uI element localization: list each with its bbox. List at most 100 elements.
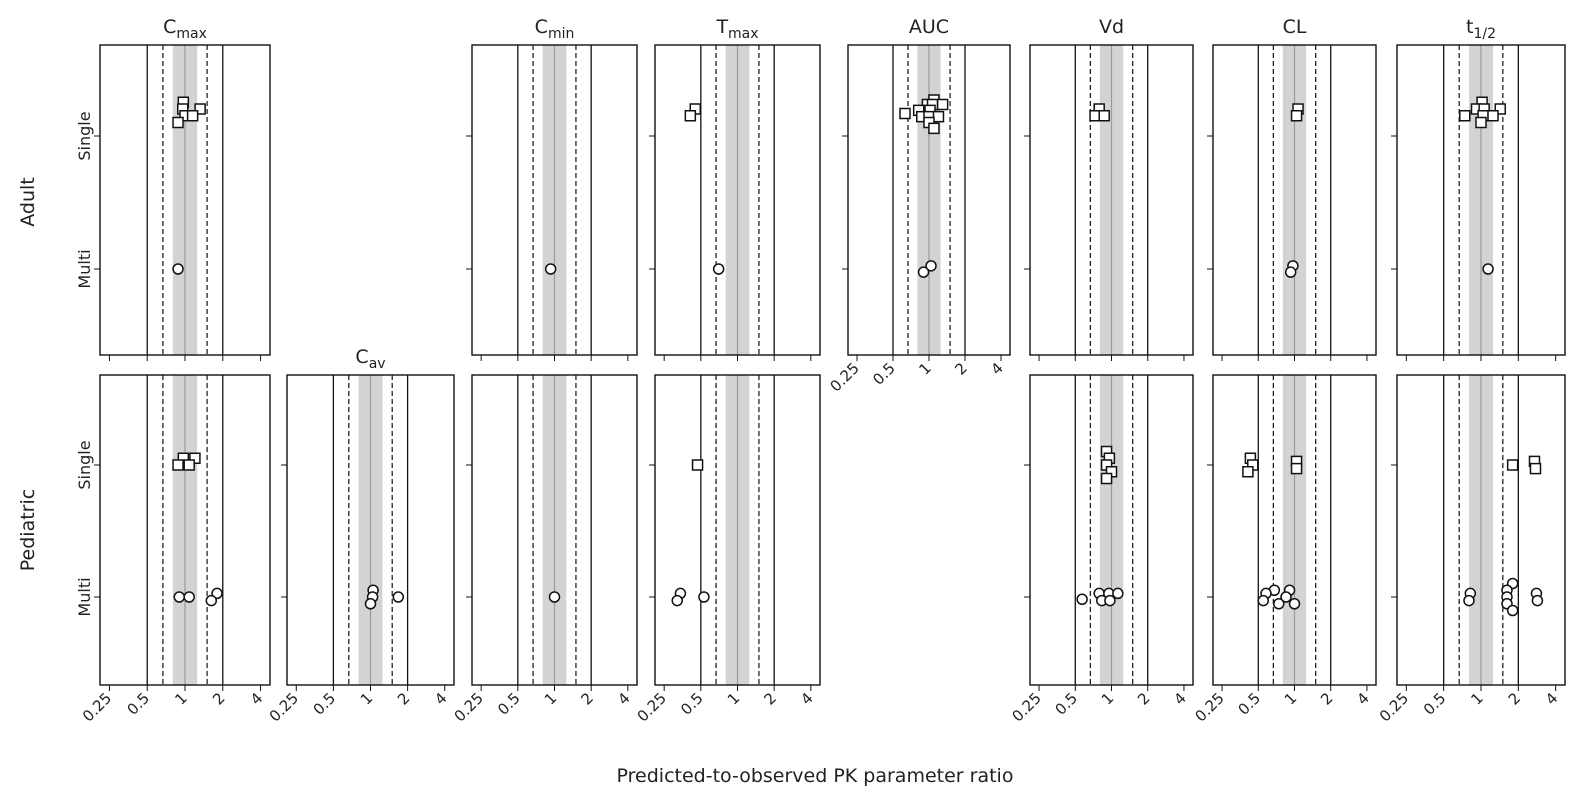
tick-label-cl-pediatric-4: 4 bbox=[1353, 689, 1372, 708]
panel-cmax-adult: Single Multi Cmax bbox=[75, 16, 271, 361]
panel-title-sub-tmax-adult: max bbox=[728, 26, 759, 42]
dose-label-single-cmax-pediatric: Single bbox=[75, 440, 94, 489]
marker-single-cl-pediatric-3 bbox=[1290, 462, 1303, 475]
tick-label-cav-pediatric-3: 2 bbox=[394, 689, 413, 708]
x-axis-label: Predicted-to-observed PK parameter ratio bbox=[617, 765, 1014, 787]
tick-label-t1-2-pediatric-4: 4 bbox=[1542, 689, 1561, 708]
panel-title-sub-t1-2-adult: 1/2 bbox=[1473, 26, 1496, 42]
marker-multi-t1-2-adult-0 bbox=[1482, 263, 1494, 275]
marker-multi-cl-pediatric-4 bbox=[1257, 594, 1270, 607]
marker-single-cmax-pediatric-2 bbox=[172, 459, 184, 471]
panel-title-vd-adult: Vd bbox=[1099, 16, 1124, 38]
marker-single-t1-2-adult-7 bbox=[1475, 116, 1487, 129]
dose-label-multi-cmax-pediatric: Multi bbox=[75, 577, 94, 616]
marker-single-vd-pediatric-4 bbox=[1100, 472, 1113, 485]
marker-single-tmax-adult-1 bbox=[684, 110, 697, 122]
marker-single-cmax-pediatric-3 bbox=[183, 459, 195, 471]
marker-multi-cmax-pediatric-1 bbox=[173, 591, 186, 603]
panel-vd-adult: Vd bbox=[1024, 16, 1194, 361]
marker-single-cl-adult-1 bbox=[1290, 110, 1303, 122]
panel-title-cl-adult: CL bbox=[1283, 16, 1307, 38]
row-label-adult: Adult bbox=[17, 177, 39, 227]
marker-multi-cmin-pediatric-0 bbox=[548, 591, 561, 603]
tick-label-vd-pediatric-0: 0.25 bbox=[1009, 689, 1045, 725]
tick-label-t1-2-pediatric-3: 2 bbox=[1505, 689, 1524, 708]
marker-single-t1-2-pediatric-1 bbox=[1506, 459, 1519, 471]
tick-label-t1-2-pediatric-0: 0.25 bbox=[1376, 689, 1412, 725]
tick-label-auc-adult-4: 4 bbox=[987, 359, 1006, 378]
marker-single-auc-adult-6 bbox=[899, 107, 911, 120]
panel-title-cav-pediatric: Cav bbox=[355, 346, 385, 372]
tick-label-cmin-pediatric-1: 0.5 bbox=[494, 689, 524, 719]
marker-multi-cav-pediatric-2 bbox=[392, 591, 405, 603]
marker-single-t1-2-adult-6 bbox=[1487, 110, 1499, 122]
marker-single-cmax-adult-5 bbox=[172, 116, 184, 129]
marker-multi-cl-adult-1 bbox=[1284, 266, 1297, 278]
tick-label-cl-pediatric-1: 0.5 bbox=[1235, 689, 1265, 719]
panel-title-cmin-adult: Cmin bbox=[535, 16, 575, 42]
row-label-pediatric: Pediatric bbox=[17, 489, 39, 571]
tick-label-vd-pediatric-3: 2 bbox=[1134, 689, 1153, 708]
marker-multi-t1-2-pediatric-8 bbox=[1506, 604, 1519, 617]
dose-label-single-cmax-adult: Single bbox=[75, 111, 94, 160]
marker-single-auc-adult-11 bbox=[928, 122, 940, 135]
panel-title-cmax-adult: Cmax bbox=[163, 16, 207, 42]
tick-label-cmin-pediatric-2: 1 bbox=[541, 689, 560, 708]
marker-multi-vd-pediatric-5 bbox=[1104, 594, 1116, 607]
marker-multi-cmax-adult-0 bbox=[172, 263, 184, 275]
marker-single-cl-pediatric-4 bbox=[1242, 466, 1254, 478]
panel-title-main-cav-pediatric: C bbox=[355, 346, 368, 368]
marker-single-tmax-pediatric-0 bbox=[691, 459, 704, 471]
marker-single-cmax-adult-2 bbox=[194, 103, 206, 115]
tick-label-t1-2-pediatric-1: 0.5 bbox=[1420, 689, 1450, 719]
marker-multi-cmax-pediatric-3 bbox=[205, 594, 218, 607]
tick-label-cl-pediatric-0: 0.25 bbox=[1192, 689, 1228, 725]
marker-multi-t1-2-pediatric-5 bbox=[1463, 594, 1475, 607]
tick-label-cl-pediatric-2: 1 bbox=[1281, 689, 1300, 708]
marker-multi-tmax-pediatric-1 bbox=[698, 591, 710, 603]
tick-label-cmax-pediatric-3: 2 bbox=[209, 689, 228, 708]
panel-t1-2-adult: t1/2 bbox=[1391, 16, 1566, 361]
tick-label-cmax-pediatric-0: 0.25 bbox=[79, 689, 115, 725]
panel-title-sub-cmin-adult: min bbox=[548, 26, 574, 42]
panel-tmax-pediatric: 0.25 0.5 1 2 4 bbox=[634, 374, 821, 725]
tick-label-cl-pediatric-3: 2 bbox=[1317, 689, 1336, 708]
marker-multi-vd-pediatric-3 bbox=[1076, 593, 1088, 605]
marker-single-vd-adult-2 bbox=[1098, 110, 1110, 122]
panel-title-tmax-adult: Tmax bbox=[715, 16, 758, 42]
dose-label-multi-cmax-adult: Multi bbox=[75, 249, 94, 288]
tick-label-vd-pediatric-4: 4 bbox=[1170, 689, 1189, 708]
tick-label-tmax-pediatric-1: 0.5 bbox=[677, 689, 707, 719]
marker-multi-tmax-adult-0 bbox=[712, 263, 725, 275]
marker-single-cmax-adult-4 bbox=[186, 110, 199, 122]
marker-multi-auc-adult-0 bbox=[925, 260, 937, 272]
marker-single-t1-2-adult-4 bbox=[1459, 110, 1471, 122]
tick-label-cmax-pediatric-2: 1 bbox=[171, 689, 190, 708]
panel-title-main-cl-adult: CL bbox=[1283, 16, 1307, 38]
tick-label-cav-pediatric-2: 1 bbox=[357, 689, 376, 708]
panel-title-main-cmax-adult: C bbox=[163, 16, 176, 38]
labels-layer: Adult Pediatric Predicted-to-observed PK… bbox=[17, 177, 1013, 787]
panel-title-auc-adult: AUC bbox=[909, 16, 949, 38]
panel-cl-adult: CL bbox=[1207, 16, 1377, 361]
panel-title-main-tmax-adult: T bbox=[715, 16, 728, 38]
panel-title-main-t1-2-adult: t bbox=[1466, 16, 1473, 38]
marker-multi-cl-pediatric-3 bbox=[1280, 591, 1292, 603]
panel-cav-pediatric: 0.25 0.5 1 2 4 Cav bbox=[266, 346, 455, 725]
panel-cl-pediatric: 0.25 0.5 1 2 4 bbox=[1192, 374, 1377, 725]
tick-label-cmin-pediatric-0: 0.25 bbox=[451, 689, 487, 725]
panel-title-main-auc-adult: AUC bbox=[909, 16, 949, 38]
tick-label-tmax-pediatric-3: 2 bbox=[761, 689, 780, 708]
tick-label-tmax-pediatric-0: 0.25 bbox=[634, 689, 670, 725]
panel-vd-pediatric: 0.25 0.5 1 2 4 bbox=[1009, 374, 1194, 725]
marker-multi-cl-pediatric-6 bbox=[1288, 598, 1301, 610]
marker-single-auc-adult-9 bbox=[932, 110, 945, 123]
panel-cmin-pediatric: 0.25 0.5 1 2 4 bbox=[451, 374, 638, 725]
tick-label-tmax-pediatric-4: 4 bbox=[797, 689, 816, 708]
tick-label-auc-adult-1: 0.5 bbox=[869, 359, 899, 389]
tick-label-cmin-pediatric-4: 4 bbox=[614, 689, 633, 708]
tick-label-cav-pediatric-1: 0.5 bbox=[310, 689, 340, 719]
panel-t1-2-pediatric: 0.25 0.5 1 2 4 bbox=[1376, 374, 1566, 725]
marker-multi-cmin-adult-0 bbox=[544, 263, 557, 275]
